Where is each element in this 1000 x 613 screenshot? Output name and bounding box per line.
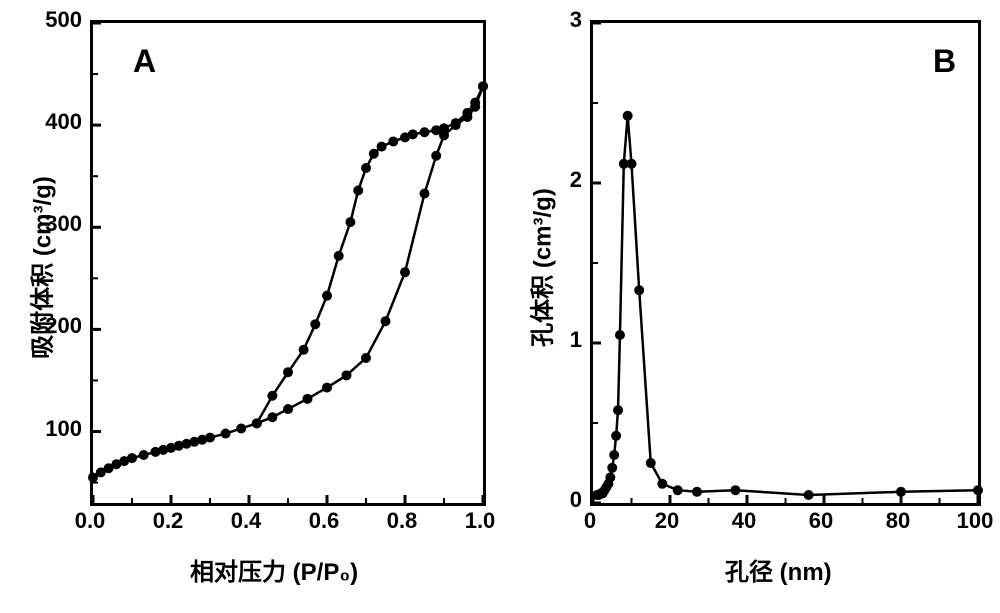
panel-b-ytick-label: 1 [570, 327, 582, 353]
panel-a-label: A [133, 43, 156, 80]
panel-b-xlabel: 孔径 (nm) [725, 552, 832, 587]
panel-b: B [590, 20, 981, 506]
panel-a-plot [93, 23, 483, 503]
panel-b-xtick-label: 20 [655, 508, 679, 534]
panel-a-xtick-label: 0.4 [231, 508, 262, 534]
panel-b-plot [593, 23, 978, 503]
panel-b-ylabel: 孔体积 (cm³/g) [523, 168, 558, 368]
panel-a-xtick-label: 0.0 [75, 508, 106, 534]
panel-b-ytick-label: 0 [570, 487, 582, 513]
panel-b-ytick-label: 3 [570, 7, 582, 33]
panel-b-xtick-label: 80 [886, 508, 910, 534]
panel-b-xtick-label: 60 [809, 508, 833, 534]
panel-a-xtick-label: 0.8 [387, 508, 418, 534]
panel-b-xtick-label: 0 [584, 508, 596, 534]
panel-a-xtick-label: 1.0 [465, 508, 496, 534]
panel-a-xtick-label: 0.6 [309, 508, 340, 534]
panel-b-xtick-label: 100 [957, 508, 994, 534]
panel-a-ytick-label: 500 [45, 7, 82, 33]
panel-b-label: B [933, 43, 956, 80]
panel-a-xlabel: 相对压力 (P/P₀) [190, 552, 358, 587]
panel-a: A [90, 20, 486, 506]
panel-a-xtick-label: 0.2 [153, 508, 184, 534]
figure-container: A 100200300400500 0.00.20.40.60.81.0 吸附体… [0, 0, 1000, 613]
panel-a-ylabel: 吸附体积 (cm³/g) [23, 168, 58, 368]
panel-b-xtick-label: 40 [732, 508, 756, 534]
panel-b-ytick-label: 2 [570, 167, 582, 193]
panel-a-ytick-label: 400 [45, 109, 82, 135]
panel-a-ytick-label: 100 [45, 416, 82, 442]
